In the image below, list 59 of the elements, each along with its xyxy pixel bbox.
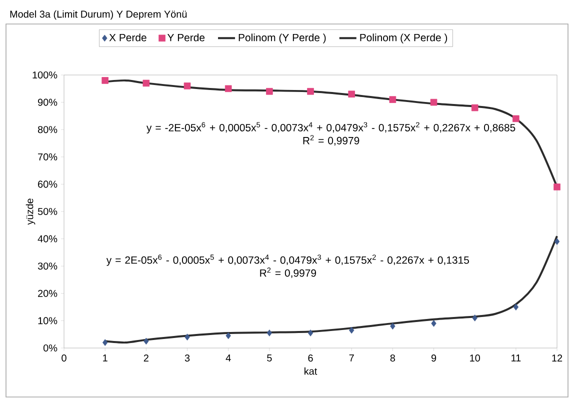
y-tick-label: 100%: [32, 71, 58, 79]
x-tick-label: 1: [103, 354, 108, 362]
y-tick-label: 70%: [38, 153, 58, 160]
point: [430, 98, 438, 106]
point: [471, 104, 478, 112]
annotation: R$^{2}$ = 0,9979: [260, 268, 316, 278]
y-tick-label: 60%: [38, 180, 58, 188]
y-tick-label: 90%: [38, 98, 58, 106]
point: [390, 322, 396, 330]
y-axis-title: yüzde: [26, 198, 36, 225]
y-tick-label: 20%: [38, 290, 58, 297]
point: [431, 320, 436, 327]
point: [554, 238, 560, 245]
x-tick-label: 2: [144, 354, 148, 362]
x-tick-label: 11: [512, 354, 521, 362]
point: [348, 326, 354, 334]
x-tick-label: 4: [226, 354, 231, 362]
annotation: R$^{2}$ = 0,9979: [303, 135, 360, 146]
point: [554, 184, 560, 190]
text: y = 2E-05x$^{6}$ - 0,0005x$^{5}$ + 0,0073x$^{4}$ - 0,0479x$^{3}$ + 0,1575x$^{2}$ - 0,2267x + 0,1315: [106, 254, 469, 266]
text: y = -2E-05x$^{6}$ + 0,0005x$^{5}$ - 0,0073x$^{4}$ + 0,0479x$^{3}$ - 0,1575x$^{2}$ + 0,2267x + 0,8685: [146, 122, 516, 134]
legend-label: X Perde: [109, 34, 146, 42]
chart-title: Model 3a (Limit Durum) Y Deprem Yönü: [10, 10, 187, 20]
point: [389, 96, 396, 103]
point: [308, 330, 314, 336]
point: [512, 115, 520, 122]
point: [102, 77, 108, 84]
legend-label: Polinom (Y Perde ): [238, 34, 326, 44]
point: [224, 85, 232, 92]
x-tick-label: 12: [552, 354, 562, 362]
point: [102, 339, 108, 346]
point: [266, 88, 273, 95]
legend-label: Y Perde: [167, 34, 205, 42]
x-tick-label: 8: [390, 354, 396, 362]
y-tick-label: 10%: [38, 317, 58, 324]
x-axis-title: kat: [304, 367, 318, 375]
point: [184, 82, 191, 90]
y-tick-label: 30%: [38, 262, 58, 270]
point: [144, 338, 149, 345]
y-tick-label: 40%: [38, 235, 58, 242]
point: [307, 88, 314, 95]
y-tick-label: 80%: [38, 126, 58, 134]
x-tick-label: 6: [308, 354, 313, 362]
y-tick-label: 50%: [38, 208, 58, 216]
point: [184, 334, 190, 340]
x-tick-label: 9: [431, 354, 436, 362]
point: [266, 330, 272, 336]
point: [513, 304, 519, 310]
x-tick-label: 7: [349, 354, 354, 362]
point: [348, 90, 355, 98]
x-tick-label: 0: [62, 354, 66, 362]
x-tick-label: 3: [184, 354, 190, 362]
x-tick-label: 10: [470, 354, 480, 362]
point: [226, 332, 231, 340]
legend-label: Polinom (X Perde ): [360, 34, 448, 44]
point: [472, 314, 478, 322]
x-tick-label: 5: [267, 354, 272, 362]
point: [142, 80, 150, 87]
y-tick-label: 0%: [43, 344, 58, 352]
